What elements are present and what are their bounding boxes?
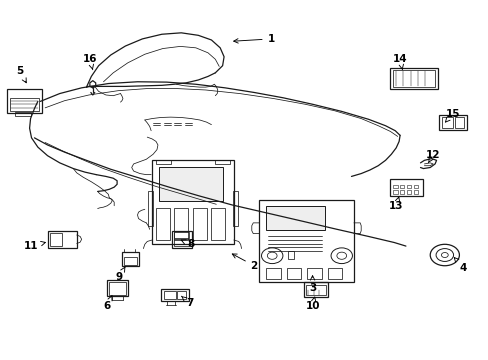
Text: 2: 2 (232, 254, 257, 271)
Bar (413, 190, 417, 194)
Bar (193, 208, 206, 240)
Bar (174, 232, 188, 238)
Bar (174, 239, 188, 246)
Text: 15: 15 (445, 109, 459, 122)
Bar (392, 190, 397, 194)
Bar (174, 208, 188, 240)
Bar (406, 185, 410, 188)
Bar (266, 268, 281, 279)
Bar (163, 292, 176, 299)
Bar (159, 167, 222, 202)
Text: 10: 10 (305, 297, 319, 311)
Text: 12: 12 (425, 150, 440, 163)
Bar (123, 257, 136, 265)
Text: 6: 6 (103, 296, 112, 311)
Bar (287, 251, 293, 258)
Bar (392, 70, 434, 87)
Bar (161, 289, 189, 301)
Bar (389, 68, 437, 89)
Bar (259, 200, 353, 282)
Text: 4: 4 (453, 257, 466, 273)
Bar (109, 282, 125, 295)
Bar (454, 117, 463, 128)
Bar (15, 112, 30, 116)
Text: 13: 13 (388, 197, 403, 211)
Bar (47, 231, 77, 248)
Text: 14: 14 (392, 54, 407, 70)
Bar (406, 190, 410, 194)
Bar (232, 191, 237, 226)
Bar (122, 252, 139, 266)
Text: 16: 16 (82, 54, 97, 70)
Bar (305, 285, 325, 296)
Text: 5: 5 (16, 66, 26, 83)
Bar (286, 268, 301, 279)
Bar (152, 159, 233, 244)
Bar (389, 179, 423, 196)
Bar (171, 231, 192, 248)
Bar (211, 208, 224, 240)
Bar (50, 233, 62, 246)
Text: 7: 7 (181, 296, 193, 308)
Bar (399, 190, 404, 194)
Bar (438, 115, 466, 130)
Text: 1: 1 (233, 34, 274, 44)
Text: 8: 8 (181, 239, 194, 249)
Bar (156, 159, 170, 164)
Bar (441, 117, 452, 128)
Bar (10, 98, 39, 111)
Bar (7, 89, 42, 113)
Bar (177, 292, 186, 299)
Bar (107, 280, 127, 296)
Bar (266, 206, 324, 230)
Bar (392, 185, 397, 188)
Bar (303, 282, 327, 297)
Text: 11: 11 (24, 241, 45, 251)
Text: 3: 3 (308, 276, 316, 293)
Bar (327, 268, 342, 279)
Bar (399, 185, 404, 188)
Bar (148, 191, 153, 226)
Bar (306, 268, 321, 279)
Bar (156, 208, 169, 240)
Bar (413, 185, 417, 188)
Bar (215, 159, 229, 164)
Text: 9: 9 (115, 267, 125, 282)
